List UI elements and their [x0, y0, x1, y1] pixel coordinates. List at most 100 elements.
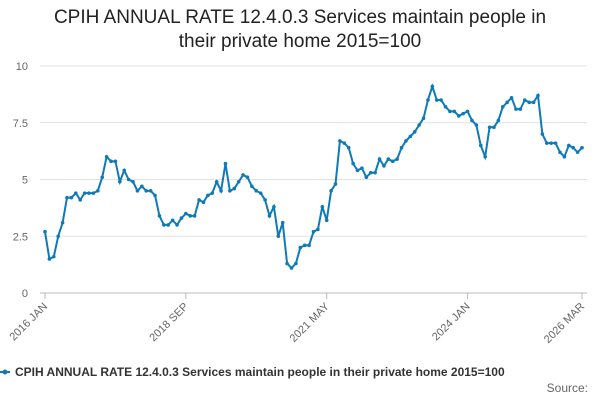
point — [302, 243, 307, 248]
point — [219, 189, 223, 193]
point — [280, 220, 285, 225]
point — [140, 184, 144, 189]
point — [311, 229, 316, 234]
x-tick-label: 2018 SEP — [147, 301, 191, 345]
point — [197, 198, 201, 202]
point — [166, 223, 171, 227]
source: Source: — [547, 381, 588, 395]
point — [527, 100, 531, 105]
point — [514, 107, 518, 111]
point — [351, 161, 355, 166]
point — [245, 175, 250, 180]
point — [329, 189, 333, 193]
y-tick-label: 5 — [22, 175, 28, 187]
point — [421, 116, 426, 121]
point — [368, 170, 373, 175]
point — [553, 141, 558, 145]
point — [364, 175, 369, 180]
point — [566, 143, 571, 148]
point — [148, 189, 153, 193]
point — [52, 254, 56, 259]
point — [276, 234, 281, 239]
point — [175, 223, 179, 227]
point — [562, 155, 567, 159]
point — [263, 198, 267, 202]
point — [571, 145, 575, 150]
point — [131, 179, 135, 184]
point — [162, 223, 166, 227]
point — [408, 134, 413, 139]
point — [201, 200, 206, 204]
point — [470, 118, 474, 123]
point — [113, 159, 118, 164]
point — [250, 184, 254, 189]
point — [575, 150, 580, 155]
point — [122, 168, 127, 173]
point — [192, 214, 197, 218]
point — [333, 182, 338, 186]
point — [82, 191, 87, 195]
point — [179, 216, 184, 220]
point — [135, 189, 140, 193]
point — [157, 214, 162, 218]
point — [206, 193, 210, 198]
point — [285, 261, 289, 266]
point — [74, 191, 78, 195]
x-tick-label: 2024 JAN — [430, 301, 473, 344]
point — [324, 218, 329, 223]
point — [382, 164, 386, 168]
point — [118, 179, 122, 184]
point — [316, 227, 320, 232]
point — [544, 141, 549, 145]
point — [272, 204, 276, 209]
point — [558, 150, 562, 155]
point — [580, 145, 584, 150]
point — [228, 189, 232, 193]
point — [426, 98, 430, 102]
point — [346, 145, 351, 150]
x-tick-label: 2016 JAN — [7, 301, 50, 344]
y-tick-label: 0 — [22, 288, 28, 300]
point — [126, 177, 131, 182]
x-tick-label: 2021 MAY — [288, 300, 333, 345]
point — [109, 159, 113, 164]
point — [443, 105, 448, 109]
y-tick-label: 10 — [16, 61, 28, 73]
point — [241, 173, 245, 177]
point — [522, 98, 527, 102]
point — [448, 109, 452, 114]
point — [509, 95, 514, 100]
legend-marker — [2, 369, 8, 375]
point — [412, 130, 417, 134]
point — [60, 220, 65, 225]
point — [342, 141, 347, 145]
point — [258, 191, 263, 195]
point — [483, 155, 487, 159]
chart-title: CPIH ANNUAL RATE 12.4.0.3 Services maint… — [53, 7, 547, 52]
point — [298, 245, 303, 250]
point — [386, 157, 391, 161]
point — [188, 214, 193, 218]
point — [465, 109, 470, 114]
point — [267, 214, 272, 218]
point — [461, 111, 465, 116]
point — [43, 229, 47, 234]
point — [496, 118, 501, 123]
point — [360, 166, 364, 170]
point — [320, 204, 325, 209]
point — [254, 189, 259, 193]
y-tick-label: 7.5 — [13, 118, 28, 130]
point — [144, 189, 149, 193]
point — [373, 170, 377, 175]
point — [47, 257, 52, 261]
point — [87, 191, 91, 195]
point — [307, 243, 311, 248]
point — [338, 139, 342, 143]
point — [452, 109, 457, 114]
point — [390, 159, 395, 164]
point — [65, 195, 69, 200]
point — [531, 100, 536, 105]
point — [100, 175, 105, 180]
